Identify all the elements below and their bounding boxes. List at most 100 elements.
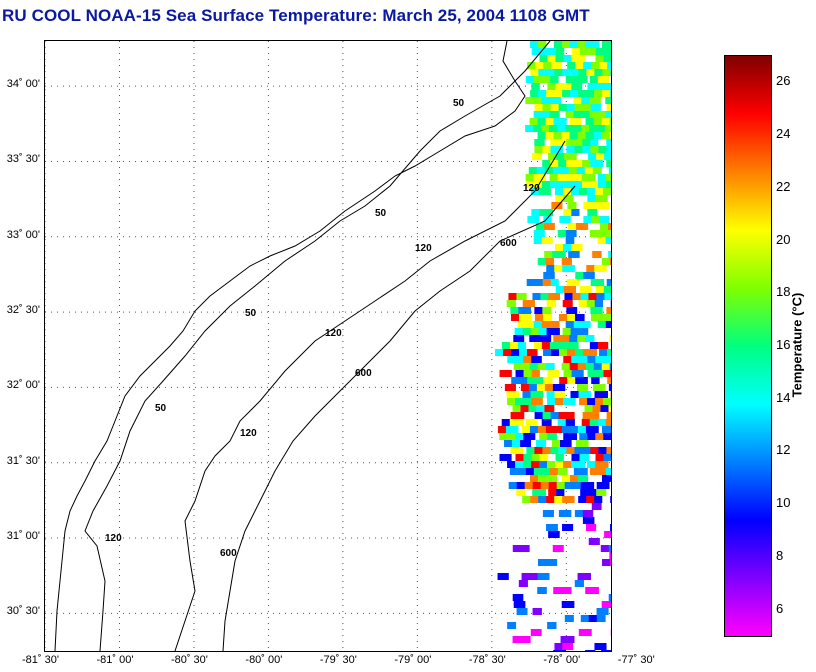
- sst-pixel: [543, 216, 552, 223]
- sst-pixel: [545, 132, 558, 139]
- sst-pixel: [592, 251, 602, 258]
- sst-pixel: [539, 461, 548, 468]
- sst-pixel: [556, 153, 568, 160]
- sst-pixel: [607, 349, 611, 356]
- sst-pixel: [563, 83, 576, 90]
- sst-pixel: [585, 132, 597, 139]
- sst-pixel: [537, 573, 550, 580]
- sst-pixel: [579, 286, 592, 293]
- sst-pixel: [603, 398, 611, 405]
- isobath-label: 50: [375, 208, 387, 219]
- sst-pixel: [569, 41, 582, 48]
- sst-pixel: [589, 111, 599, 118]
- sst-pixel: [551, 62, 562, 69]
- sst-pixel: [560, 636, 575, 643]
- sst-pixel: [575, 62, 585, 69]
- coastline: [54, 41, 526, 651]
- sst-pixel: [587, 461, 599, 468]
- sst-pixel: [521, 573, 534, 580]
- sst-pixel: [531, 48, 546, 55]
- isobath-label: 50: [453, 98, 465, 109]
- sst-pixel: [507, 622, 517, 629]
- sst-pixel: [569, 363, 579, 370]
- sst-pixel: [588, 153, 601, 160]
- sst-pixel: [509, 468, 522, 475]
- sst-pixel: [542, 279, 552, 286]
- sst-pixel: [563, 55, 574, 62]
- sst-pixel: [513, 601, 526, 608]
- sst-pixel: [586, 265, 599, 272]
- sst-pixel: [565, 125, 574, 132]
- sst-pixel: [601, 363, 611, 370]
- sst-pixel: [584, 167, 596, 174]
- sst-pixel: [569, 426, 583, 433]
- sst-pixel: [574, 510, 586, 517]
- sst-pixel: [533, 174, 546, 181]
- sst-pixel: [570, 69, 581, 76]
- sst-pixel: [577, 132, 588, 139]
- sst-pixel: [544, 251, 559, 258]
- sst-pixel: [545, 426, 560, 433]
- sst-pixel: [606, 412, 611, 419]
- sst-pixel: [543, 349, 554, 356]
- sst-pixel: [559, 216, 571, 223]
- sst-pixel: [601, 118, 611, 125]
- sst-pixel: [595, 454, 609, 461]
- sst-pixel: [552, 167, 565, 174]
- sst-pixel: [525, 468, 539, 475]
- sst-pixel: [539, 209, 554, 216]
- sst-pixel: [595, 48, 605, 55]
- sst-pixel: [534, 412, 546, 419]
- sst-pixel: [509, 342, 523, 349]
- sst-pixel: [609, 552, 611, 559]
- sst-pixel: [587, 398, 596, 405]
- sst-pixel: [549, 321, 560, 328]
- sst-pixel: [533, 230, 545, 237]
- sst-pixel: [563, 398, 576, 405]
- sst-pixel: [595, 398, 604, 405]
- sst-pixel: [606, 307, 611, 314]
- sst-pixel: [511, 377, 521, 384]
- colorbar-title: Temperature (°C): [789, 292, 805, 398]
- sst-pixel: [565, 342, 579, 349]
- sst-pixel: [597, 237, 609, 244]
- sst-pixel: [592, 167, 602, 174]
- sst-pixel: [512, 545, 527, 552]
- sst-pixel: [510, 314, 521, 321]
- sst-pixel: [595, 370, 606, 377]
- sst-pixel: [522, 300, 535, 307]
- sst-pixel: [573, 125, 587, 132]
- sst-pixel: [542, 307, 552, 314]
- sst-pixel: [549, 76, 559, 83]
- sst-pixel: [510, 412, 525, 419]
- sst-pixel: [596, 489, 607, 496]
- sst-pixel: [605, 468, 611, 475]
- sst-pixel: [532, 489, 547, 496]
- sst-pixel: [545, 475, 558, 482]
- sst-pixel: [541, 468, 553, 475]
- sst-pixel: [552, 545, 564, 552]
- sst-pixel: [593, 363, 606, 370]
- sst-pixel: [549, 174, 562, 181]
- sst-pixel: [587, 83, 600, 90]
- sst-pixel: [530, 391, 544, 398]
- sst-pixel: [538, 188, 551, 195]
- sst-pixel: [574, 146, 589, 153]
- sst-pixel: [518, 314, 532, 321]
- sst-pixel: [534, 307, 546, 314]
- colorbar-tick: 24: [776, 126, 791, 142]
- sst-pixel: [533, 97, 543, 104]
- sst-pixel: [533, 321, 543, 328]
- sst-pixel: [567, 377, 577, 384]
- sst-pixel: [495, 349, 507, 356]
- colorbar-tick: 26: [776, 73, 791, 89]
- sst-pixel: [542, 160, 553, 167]
- sst-pixel: [547, 622, 557, 629]
- sst-pixel: [533, 111, 547, 118]
- sst-pixel: [569, 475, 581, 482]
- sst-pixel: [566, 447, 581, 454]
- sst-pixel: [547, 48, 561, 55]
- sst-pixel: [601, 559, 611, 566]
- sst-pixel: [526, 447, 538, 454]
- sst-pixel: [504, 440, 516, 447]
